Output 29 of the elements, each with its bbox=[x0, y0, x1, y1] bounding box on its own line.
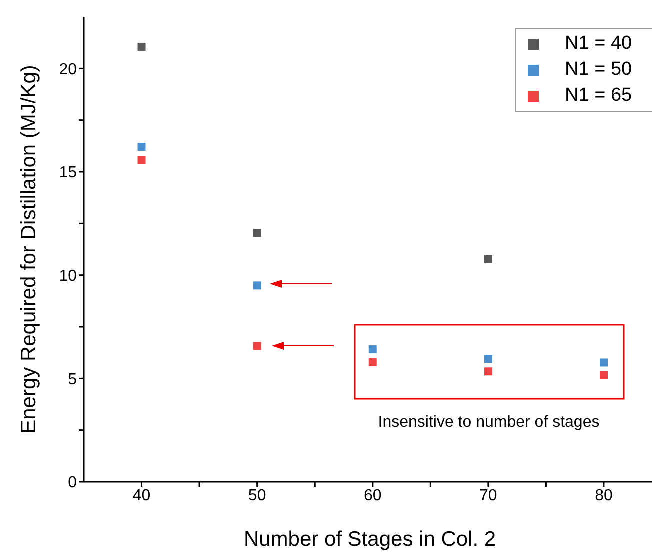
point bbox=[138, 42, 146, 51]
y-tick-label: 20 bbox=[59, 61, 78, 78]
x-tick-label: 70 bbox=[480, 487, 498, 504]
y-tick-label: 5 bbox=[68, 371, 78, 388]
point bbox=[368, 346, 377, 354]
point bbox=[484, 368, 492, 376]
point bbox=[600, 358, 608, 367]
point bbox=[484, 355, 492, 364]
y-tick-label: 10 bbox=[59, 268, 78, 286]
point bbox=[253, 282, 262, 290]
point bbox=[253, 342, 262, 350]
point bbox=[253, 229, 262, 238]
annotation: Insensitive to number of stages bbox=[378, 414, 600, 431]
point bbox=[138, 156, 146, 164]
legend-label: N1 = 40 bbox=[565, 32, 632, 56]
point bbox=[138, 142, 146, 151]
y-axis-title: Energy Required for Distillation (MJ/Kg) bbox=[17, 65, 40, 434]
x-tick-label: 60 bbox=[364, 487, 382, 504]
point bbox=[484, 255, 492, 264]
y-tick-label: 0 bbox=[68, 474, 78, 492]
point bbox=[600, 371, 608, 380]
point bbox=[368, 358, 377, 366]
x-tick-label: 50 bbox=[248, 487, 266, 504]
x-tick-label: 40 bbox=[132, 487, 151, 504]
legend-label: N1 = 65 bbox=[565, 84, 632, 108]
y-tick-label: 15 bbox=[59, 164, 78, 182]
legend-label: N1 = 50 bbox=[565, 58, 632, 82]
x-axis-title: Number of Stages in Col. 2 bbox=[244, 528, 496, 551]
x-tick-label: 80 bbox=[595, 487, 613, 504]
